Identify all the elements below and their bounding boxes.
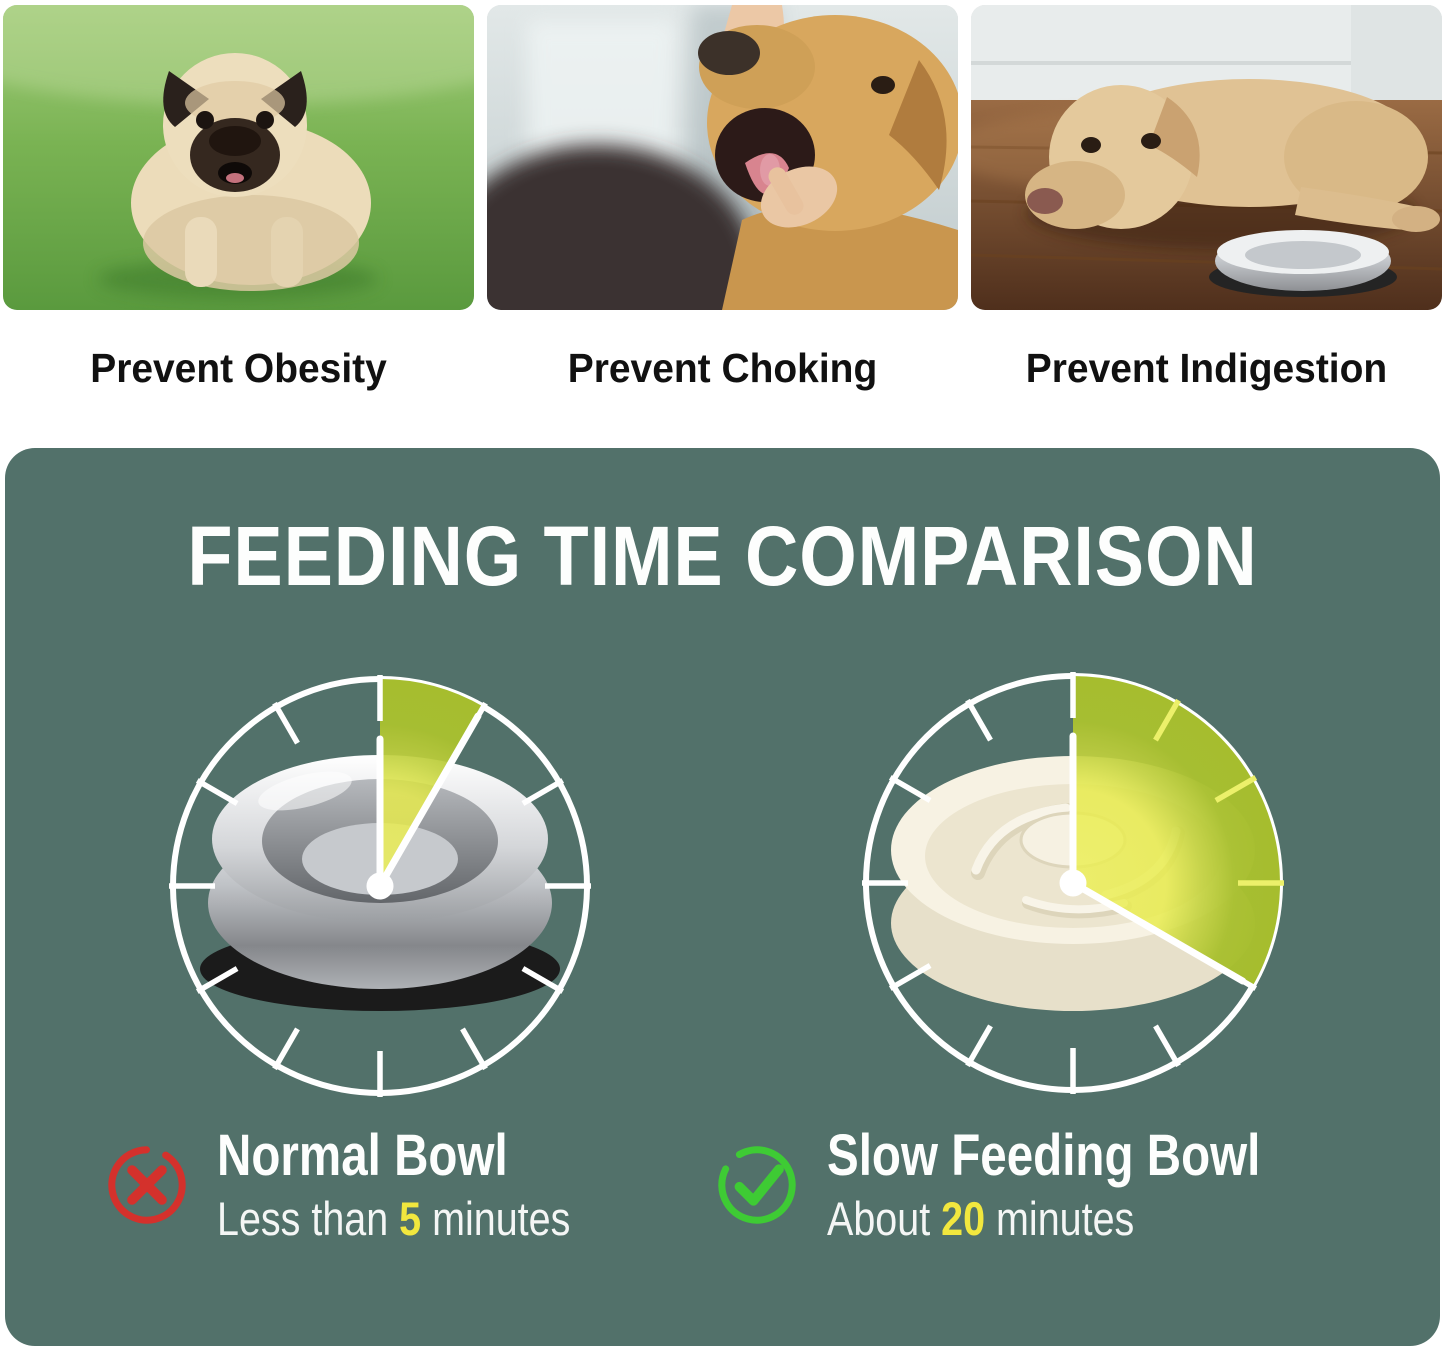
- benefit-photos-row: [0, 0, 1445, 310]
- time-suffix: minutes: [421, 1192, 571, 1245]
- dog-mouth-check-illustration: [487, 5, 958, 310]
- time-suffix: minutes: [985, 1192, 1135, 1245]
- time-prefix: Less than: [217, 1192, 400, 1245]
- normal-bowl-time: Less than 5 minutes: [217, 1192, 570, 1246]
- slow-feeding-bowl-title: Slow Feeding Bowl: [827, 1123, 1261, 1188]
- benefit-captions-row: Prevent Obesity Prevent Choking Prevent …: [0, 344, 1445, 392]
- clock-center-dot: [366, 872, 394, 900]
- comparison-panel: FEEDING TIME COMPARISON: [5, 448, 1440, 1346]
- labrador: [1025, 79, 1440, 232]
- slow-feeding-bowl-time: About 20 minutes: [827, 1192, 1271, 1246]
- time-value: 5: [399, 1192, 422, 1245]
- caption-prevent-choking: Prevent Choking: [567, 345, 878, 391]
- slow-feeding-bowl-clock: [858, 668, 1288, 1098]
- clock-center-dot: [1059, 869, 1087, 897]
- normal-bowl-clock: [165, 671, 595, 1101]
- caption-prevent-indigestion: Prevent Indigestion: [1025, 345, 1388, 391]
- time-prefix: About: [827, 1192, 942, 1245]
- golden-retriever: [698, 15, 958, 310]
- lab-on-floor-illustration: [971, 5, 1442, 310]
- check-circle-icon: [718, 1146, 796, 1224]
- cross-circle-icon: [108, 1146, 186, 1224]
- time-value: 20: [941, 1192, 986, 1245]
- slow-feeding-bowl-result: Slow Feeding Bowl About 20 minutes: [713, 1124, 1355, 1246]
- panel-title: FEEDING TIME COMPARISON: [187, 509, 1258, 603]
- stainless-bowl: [200, 755, 560, 1011]
- steel-bowl-small: [1209, 230, 1397, 297]
- clock-hands: [376, 712, 482, 890]
- clock-hands: [1069, 732, 1247, 985]
- normal-bowl-result: Normal Bowl Less than 5 minutes: [103, 1124, 638, 1246]
- pug-on-grass-illustration: [3, 5, 474, 310]
- photo-prevent-indigestion: [971, 5, 1442, 310]
- photo-prevent-obesity: [3, 5, 474, 310]
- fat-pug: [131, 53, 371, 291]
- photo-prevent-choking: [487, 5, 958, 310]
- normal-bowl-title: Normal Bowl: [217, 1123, 508, 1188]
- caption-prevent-obesity: Prevent Obesity: [90, 345, 387, 391]
